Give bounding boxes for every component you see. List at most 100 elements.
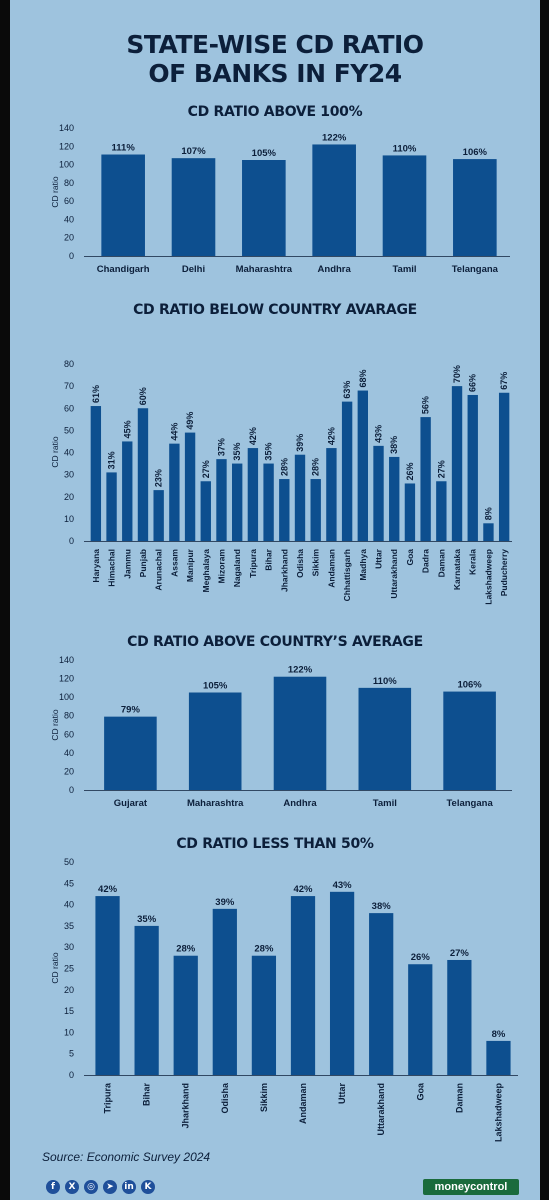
y-tick-label: 45 <box>64 878 74 888</box>
category-label: Jharkhand <box>181 1083 191 1129</box>
category-label: Maharashtra <box>187 798 244 809</box>
category-label: Tripura <box>103 1082 113 1114</box>
data-label: 8% <box>492 1029 506 1040</box>
data-label: 56% <box>421 396 431 414</box>
bar <box>101 154 145 256</box>
chart-below-average: 0 10 20 30 40 50 60 70 80 CD ratio 61% Haryana 31% Hi… <box>50 359 512 605</box>
data-label: 37% <box>216 438 226 456</box>
y-tick-label: 10 <box>64 514 74 524</box>
y-tick-label: 50 <box>64 857 74 867</box>
data-label: 27% <box>201 460 211 478</box>
category-label: Chandigarh <box>97 264 150 275</box>
category-label: Punjab <box>138 549 148 577</box>
y-tick-label: 25 <box>64 964 74 974</box>
data-label: 39% <box>215 897 235 908</box>
data-label: 35% <box>232 443 242 461</box>
y-tick-label: 120 <box>59 674 74 684</box>
data-label: 107% <box>181 146 206 157</box>
bar <box>242 160 286 256</box>
category-label: Gujarat <box>114 798 148 809</box>
data-label: 44% <box>169 423 179 441</box>
y-tick-label: 5 <box>69 1049 74 1059</box>
category-label: Dadra <box>421 549 431 573</box>
bar <box>373 445 384 541</box>
bar <box>341 401 353 541</box>
data-label: 35% <box>137 914 157 925</box>
bar <box>447 959 472 1075</box>
category-label: Daman <box>436 549 446 577</box>
data-label: 63% <box>342 381 352 399</box>
bar <box>134 925 159 1075</box>
bar <box>436 481 447 541</box>
category-label: Tamil <box>392 264 416 275</box>
bar <box>232 463 243 541</box>
y-tick-label: 80 <box>64 359 74 369</box>
chart-title-above-100: CD RATIO ABOVE 100% <box>187 104 363 120</box>
bar <box>216 459 227 541</box>
data-label: 8% <box>483 507 493 520</box>
bar <box>247 448 259 541</box>
y-tick-label: 35 <box>64 921 74 931</box>
data-label: 28% <box>311 458 321 476</box>
y-tick-label: 60 <box>64 403 74 413</box>
data-label: 122% <box>288 665 313 676</box>
source-note: Source: Economic Survey 2024 <box>42 1150 211 1164</box>
chart-title-less-than-50: CD RATIO LESS THAN 50% <box>176 836 374 852</box>
data-label: 42% <box>326 427 336 445</box>
chart-title-above-average: CD RATIO ABOVE COUNTRY’S AVERAGE <box>127 634 423 650</box>
y-tick-label: 0 <box>69 536 74 546</box>
category-label: Lakshadweep <box>483 549 493 605</box>
data-label: 42% <box>98 884 118 895</box>
data-label: 23% <box>154 469 164 487</box>
y-tick-label: 80 <box>64 711 74 721</box>
category-label: Lakshadweep <box>493 1083 503 1143</box>
y-tick-label: 140 <box>59 123 74 133</box>
category-label: Haryana <box>91 549 101 583</box>
y-tick-label: 60 <box>64 196 74 206</box>
brand-logo: moneycontrol <box>423 1179 519 1195</box>
category-label: Chhattisgarh <box>342 549 352 601</box>
category-label: Uttar <box>374 548 384 569</box>
data-label: 42% <box>293 884 313 895</box>
category-label: Delhi <box>182 264 205 275</box>
category-label: Meghalaya <box>201 549 211 593</box>
category-label: Bihar <box>142 1083 152 1107</box>
bar <box>453 159 497 256</box>
data-label: 27% <box>450 948 470 959</box>
y-tick-label: 40 <box>64 900 74 910</box>
bar <box>171 158 216 256</box>
x-icon: X <box>65 1180 79 1194</box>
bar <box>263 463 274 541</box>
y-tick-label: 40 <box>64 748 74 758</box>
bar <box>294 454 306 541</box>
facebook-icon: f <box>46 1180 60 1194</box>
bar <box>153 490 164 541</box>
data-label: 28% <box>279 458 289 476</box>
bar <box>169 443 180 541</box>
category-label: Jammu <box>122 549 132 579</box>
bar <box>188 692 242 790</box>
data-label: 68% <box>358 370 368 388</box>
data-label: 122% <box>322 132 347 143</box>
y-tick-label: 10 <box>64 1027 74 1037</box>
bar <box>106 472 117 541</box>
telegram-icon: ➤ <box>103 1180 117 1194</box>
data-label: 70% <box>452 365 462 383</box>
category-label: Manipur <box>185 548 195 582</box>
category-label: Telangana <box>446 798 493 809</box>
y-tick-label: 20 <box>64 766 74 776</box>
data-label: 31% <box>107 451 117 469</box>
bar <box>104 716 157 790</box>
data-label: 105% <box>203 681 228 692</box>
bar <box>200 481 211 541</box>
bar <box>312 144 356 256</box>
y-axis-label: CD ratio <box>50 952 60 983</box>
bar <box>357 390 368 541</box>
bar <box>451 386 463 541</box>
category-label: Mizoram <box>216 549 226 584</box>
y-tick-label: 50 <box>64 425 74 435</box>
bar <box>486 1040 511 1075</box>
category-label: Andaman <box>326 549 336 588</box>
bar <box>483 523 494 541</box>
category-label: Bihar <box>264 548 274 570</box>
